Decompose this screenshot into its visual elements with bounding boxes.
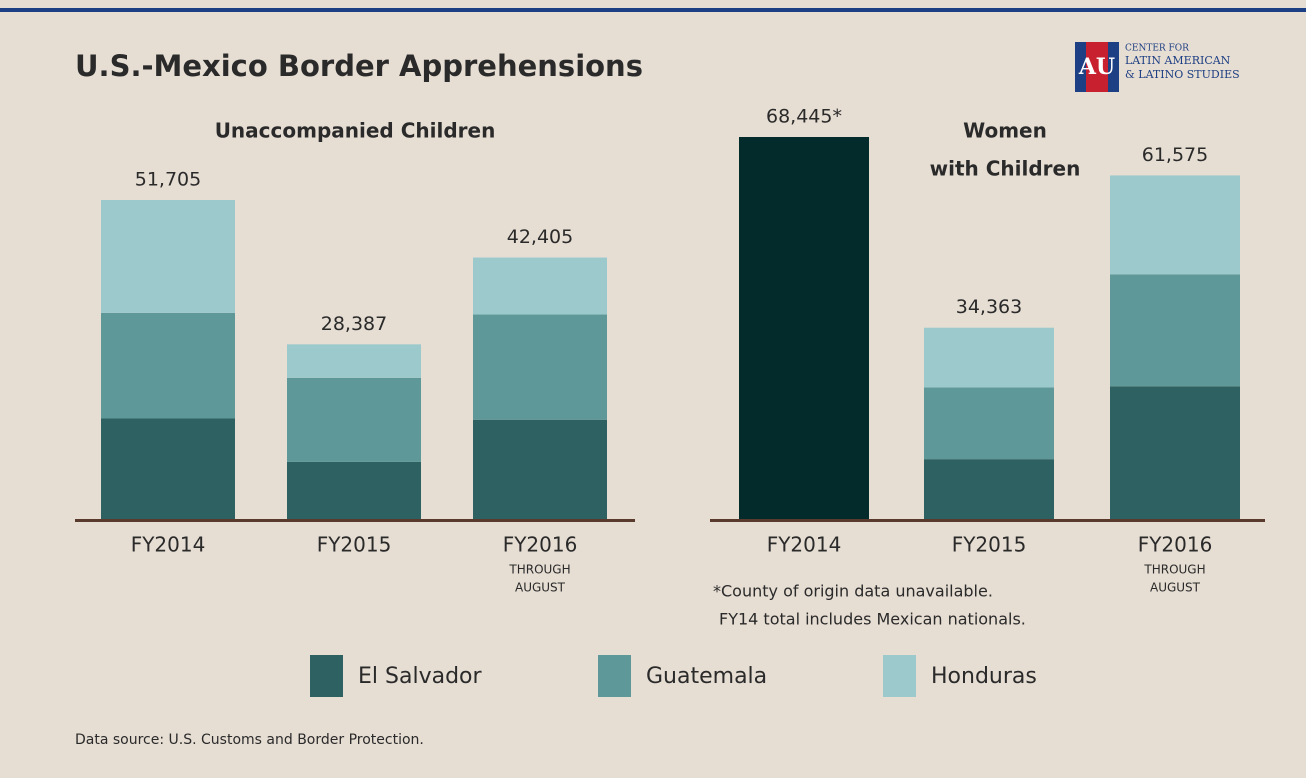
- footnote: FY14 total includes Mexican nationals.: [719, 610, 1026, 629]
- page-title: U.S.-Mexico Border Apprehensions: [75, 49, 643, 83]
- bar-segment: [287, 344, 421, 378]
- total-label: 42,405: [507, 226, 573, 248]
- x-tick-label: FY2015: [952, 533, 1027, 557]
- legend-swatch: [598, 655, 631, 697]
- footnote: *County of origin data unavailable.: [713, 582, 993, 601]
- logo-letters: AU: [1078, 54, 1115, 80]
- bar-segment: [473, 314, 607, 420]
- bar-segment: [924, 387, 1054, 460]
- legend-label: Honduras: [931, 664, 1037, 689]
- bar-segment: [101, 418, 235, 520]
- total-label: 28,387: [321, 313, 387, 335]
- bar-segment: [1110, 175, 1240, 275]
- logo-text: LATIN AMERICAN: [1125, 54, 1231, 67]
- chart-title: Unaccompanied Children: [215, 119, 496, 143]
- x-tick-label: FY2016: [503, 533, 578, 557]
- bar-segment: [101, 200, 235, 313]
- source: Data source: U.S. Customs and Border Pro…: [75, 732, 424, 748]
- bar-segment: [1110, 274, 1240, 387]
- bar-segment: [473, 419, 607, 520]
- bar-segment: [924, 327, 1054, 388]
- legend-swatch: [310, 655, 343, 697]
- logo: AU CENTER FOR LATIN AMERICAN & LATINO ST…: [1075, 42, 1240, 92]
- total-label: 51,705: [135, 169, 201, 191]
- x-tick-note: AUGUST: [1150, 581, 1201, 595]
- baseline: [75, 519, 635, 522]
- logo-stripe: [1086, 42, 1108, 92]
- x-tick-note: AUGUST: [515, 581, 566, 595]
- bar-segment: [287, 377, 421, 462]
- total-label: 34,363: [956, 296, 1022, 318]
- chart-title: Women: [963, 119, 1047, 143]
- logo-text: CENTER FOR: [1125, 44, 1189, 54]
- bar-segment: [101, 312, 235, 419]
- x-tick-label: FY2016: [1138, 533, 1213, 557]
- chart-title: with Children: [930, 157, 1081, 181]
- bar-segment: [287, 461, 421, 520]
- total-label: 61,575: [1142, 144, 1208, 166]
- baseline: [710, 519, 1265, 522]
- bar-segment: [924, 459, 1054, 520]
- x-tick-note: THROUGH: [508, 563, 570, 577]
- legend-swatch: [883, 655, 916, 697]
- top-rule: [0, 8, 1306, 12]
- legend-label: Guatemala: [646, 664, 767, 689]
- legend-label: El Salvador: [358, 664, 482, 689]
- x-tick-note: THROUGH: [1143, 563, 1205, 577]
- bar-segment: [1110, 386, 1240, 520]
- x-tick-label: FY2014: [767, 533, 842, 557]
- bar-total: [739, 137, 869, 520]
- x-tick-label: FY2014: [131, 533, 206, 557]
- x-tick-label: FY2015: [317, 533, 392, 557]
- logo-text: & LATINO STUDIES: [1125, 68, 1240, 81]
- bar-segment: [473, 257, 607, 315]
- total-label: 68,445*: [766, 106, 842, 128]
